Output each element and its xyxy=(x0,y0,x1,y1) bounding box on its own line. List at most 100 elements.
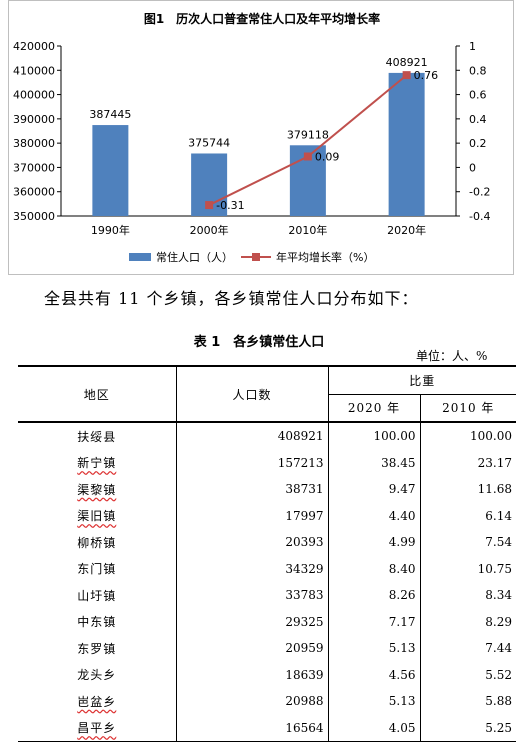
header-region: 地区 xyxy=(18,365,176,423)
share-2010-cell: 5.52 xyxy=(419,661,516,688)
right-tick-label: 0.4 xyxy=(469,113,487,126)
population-cell: 20988 xyxy=(175,688,328,715)
share-2010-cell: 100.00 xyxy=(419,422,516,450)
population-cell: 18639 xyxy=(175,661,328,688)
region-name-text: 渠旧镇 xyxy=(77,509,117,524)
region-name-cell: 东门镇 xyxy=(77,562,117,577)
region-name-cell: 龙头乡 xyxy=(77,668,117,683)
population-cell: 17997 xyxy=(175,502,328,529)
growth-rate-label: -0.31 xyxy=(216,199,244,212)
region-name-cell: 中东镇 xyxy=(77,615,117,630)
table-row: 东罗镇 20959 5.13 7.44 xyxy=(18,635,516,662)
table-title: 表 1 各乡镇常住人口 xyxy=(193,335,325,350)
table-row-total: 扶绥县 408921 100.00 100.00 xyxy=(18,422,516,450)
population-cell: 34329 xyxy=(175,555,328,582)
region-name-cell: 山圩镇 xyxy=(77,588,117,603)
table-body: 扶绥县 408921 100.00 100.00 新宁镇 157213 38.45 23.17… xyxy=(18,422,516,742)
chart-title: 图1 历次人口普查常住人口及年平均增长率 xyxy=(144,11,380,26)
region-name-text: 岜盆乡 xyxy=(77,694,117,709)
region-name-cell: 扶绥县 xyxy=(77,429,117,444)
share-2010-cell: 7.44 xyxy=(419,635,516,662)
population-table: 地区 人口数 比重 2020 年 2010 年 扶绥县 408921 100.00 1… xyxy=(18,365,516,742)
share-2020-cell: 4.99 xyxy=(327,529,420,556)
table-row: 山圩镇 33783 8.26 8.34 xyxy=(18,582,516,609)
region-name-text: 昌平乡 xyxy=(77,721,117,736)
left-tick-label: 390000 xyxy=(13,113,55,126)
share-2010-cell: 5.88 xyxy=(419,688,516,715)
share-2020-cell: 9.47 xyxy=(327,476,420,503)
population-cell: 20393 xyxy=(175,529,328,556)
bar xyxy=(388,72,425,216)
share-2010-cell: 10.75 xyxy=(419,555,516,582)
region-name-cell: 岜盆乡 xyxy=(18,688,176,715)
share-2010-cell: 7.54 xyxy=(419,529,516,556)
intro-text: 全县共有 11 个乡镇，各乡镇常住人口分布如下： xyxy=(44,289,419,308)
share-2010-cell: 11.68 xyxy=(419,476,516,503)
right-tick-label: 0.2 xyxy=(469,137,487,150)
growth-rate-label: 0.76 xyxy=(414,69,439,82)
share-2010-cell: 8.29 xyxy=(419,608,516,635)
share-2020-cell: 100.00 xyxy=(327,422,420,450)
region-name-cell: 新宁镇 xyxy=(18,450,176,477)
header-2010: 2010 年 xyxy=(419,394,516,423)
growth-rate-marker xyxy=(205,201,214,210)
x-tick-label: 2010年 xyxy=(288,223,327,237)
table-row: 渠旧镇 17997 4.40 6.14 xyxy=(18,502,516,529)
population-chart: 图1 历次人口普查常住人口及年平均增长率 350000 360000 370000 38… xyxy=(13,11,490,264)
table-row: 东门镇 34329 8.40 10.75 xyxy=(18,555,516,582)
share-2010-cell: 6.14 xyxy=(419,502,516,529)
share-2010-cell: 8.34 xyxy=(419,582,516,609)
chart-frame: 图1 历次人口普查常住人口及年平均增长率 350000 360000 370000 38… xyxy=(8,0,514,275)
table-row: 昌平乡 16564 4.05 5.25 xyxy=(18,714,516,742)
legend-line-marker xyxy=(252,253,260,261)
share-2020-cell: 38.45 xyxy=(327,449,420,476)
population-cell: 20959 xyxy=(175,635,328,662)
share-2020-cell: 4.40 xyxy=(327,502,420,529)
table-row: 中东镇 29325 7.17 8.29 xyxy=(18,608,516,635)
table-row: 岜盆乡 20988 5.13 5.88 xyxy=(18,688,516,715)
population-cell: 408921 xyxy=(175,422,328,450)
right-tick-label: -0.4 xyxy=(469,210,490,223)
left-tick-label: 350000 xyxy=(13,210,55,223)
share-2010-cell: 23.17 xyxy=(419,449,516,476)
population-cell: 38731 xyxy=(175,476,328,503)
right-tick-label: 0 xyxy=(469,161,476,174)
share-2020-cell: 8.26 xyxy=(327,582,420,609)
table-unit: 单位：人、% xyxy=(416,349,488,363)
header-population: 人口数 xyxy=(175,365,328,423)
right-tick-label: -0.2 xyxy=(469,186,490,199)
table-row: 新宁镇 157213 38.45 23.17 xyxy=(18,449,516,477)
population-cell: 33783 xyxy=(175,582,328,609)
legend-line-label: 年平均增长率（%） xyxy=(276,250,374,264)
share-2020-cell: 7.17 xyxy=(327,608,420,635)
right-tick-label: 0.8 xyxy=(469,64,487,77)
bar-value-label: 387445 xyxy=(89,108,131,121)
header-share: 比重 xyxy=(327,365,516,395)
table-row: 柳桥镇 20393 4.99 7.54 xyxy=(18,529,516,556)
share-2010-cell: 5.25 xyxy=(419,714,516,742)
growth-rate-marker xyxy=(303,152,312,161)
bar-value-label: 379118 xyxy=(287,128,329,141)
left-tick-label: 410000 xyxy=(13,64,55,77)
population-cell: 29325 xyxy=(175,608,328,635)
header-2020: 2020 年 xyxy=(327,394,420,423)
x-tick-label: 2020年 xyxy=(387,223,426,237)
share-2020-cell: 5.13 xyxy=(327,635,420,662)
left-tick-label: 360000 xyxy=(13,186,55,199)
growth-rate-marker xyxy=(402,71,411,80)
region-name-cell: 柳桥镇 xyxy=(77,535,117,550)
region-name-cell: 东罗镇 xyxy=(77,641,117,656)
left-tick-label: 400000 xyxy=(13,89,55,102)
table-row: 龙头乡 18639 4.56 5.52 xyxy=(18,661,516,688)
region-name-text: 渠黎镇 xyxy=(77,482,117,497)
table-row: 渠黎镇 38731 9.47 11.68 xyxy=(18,476,516,503)
legend-bar-swatch xyxy=(129,253,151,261)
legend-bar-label: 常住人口（人） xyxy=(156,250,233,264)
left-tick-label: 380000 xyxy=(13,137,55,150)
right-tick-label: 0.6 xyxy=(469,89,487,102)
share-2020-cell: 8.40 xyxy=(327,555,420,582)
population-cell: 16564 xyxy=(175,714,328,742)
share-2020-cell: 5.13 xyxy=(327,688,420,715)
bar-value-label: 375744 xyxy=(188,136,230,149)
population-cell: 157213 xyxy=(175,449,328,476)
